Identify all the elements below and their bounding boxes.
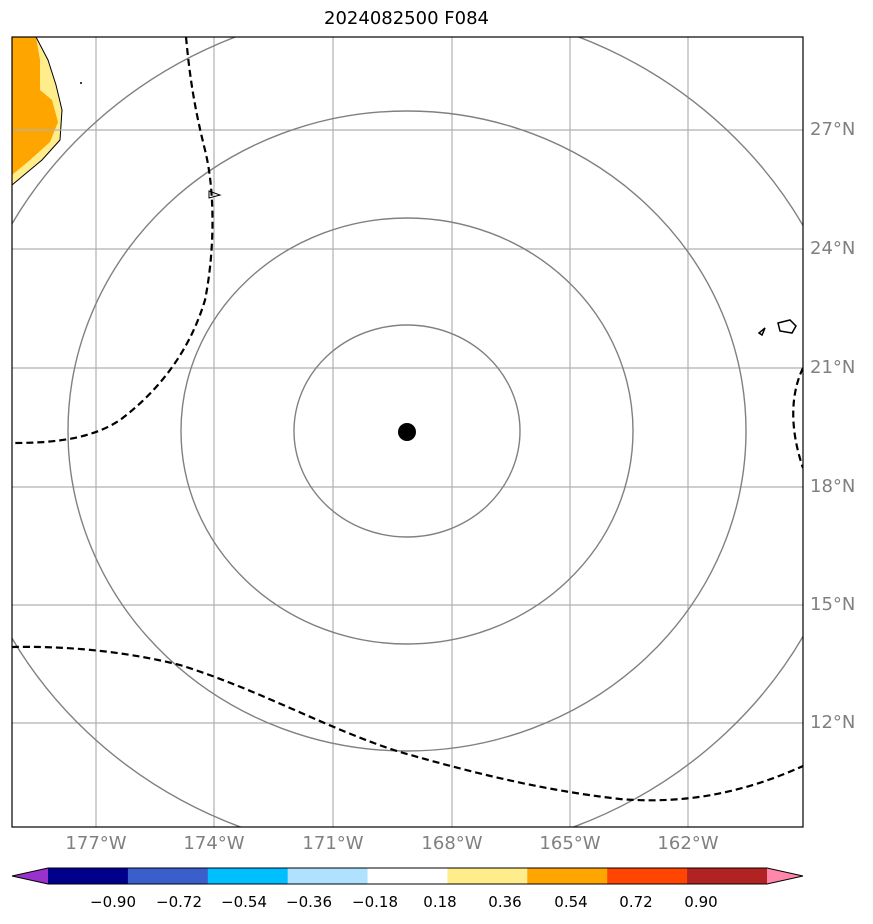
colorbar-segment xyxy=(447,868,528,884)
colorbar-segment xyxy=(527,868,608,884)
colorbar-tick-label: −0.90 xyxy=(90,893,136,911)
lon-label-168w: 168°W xyxy=(421,833,483,854)
colorbar-tick-label: −0.54 xyxy=(221,893,267,911)
islands xyxy=(208,190,797,337)
colorbar-tick-label: −0.72 xyxy=(156,893,202,911)
colorbar-segment xyxy=(367,868,448,884)
colorbar-extend-low xyxy=(12,868,48,884)
colorbar-tick-label: 0.18 xyxy=(423,893,457,911)
colorbar-tick-label: 0.72 xyxy=(619,893,653,911)
storm-center-marker xyxy=(398,423,416,441)
lat-label-21n: 21°N xyxy=(810,357,856,378)
colorbar-tick-label: 0.90 xyxy=(684,893,718,911)
lon-label-171w: 171°W xyxy=(302,833,364,854)
colorbar-tick-label: −0.36 xyxy=(286,893,332,911)
lon-label-162w: 162°W xyxy=(657,833,719,854)
colorbar-tick-label: −0.18 xyxy=(352,893,398,911)
colorbar-segment xyxy=(127,868,209,884)
colorbar xyxy=(11,867,804,885)
dashed-contours xyxy=(12,37,803,802)
colorbar-extend-high xyxy=(767,868,803,884)
lon-label-177w: 177°W xyxy=(65,833,127,854)
lat-label-12n: 12°N xyxy=(810,712,856,733)
colorbar-tick-label: 0.36 xyxy=(488,893,522,911)
shaded-land xyxy=(12,37,82,186)
range-rings xyxy=(12,37,803,827)
lat-label-24n: 24°N xyxy=(810,238,856,259)
lat-label-18n: 18°N xyxy=(810,476,856,497)
lon-label-165w: 165°W xyxy=(539,833,601,854)
colorbar-tick-label: 0.54 xyxy=(554,893,588,911)
map-title: 2024082500 F084 xyxy=(324,8,489,29)
colorbar-segment xyxy=(48,868,129,884)
colorbar-segment xyxy=(607,868,688,884)
lat-label-27n: 27°N xyxy=(810,119,856,140)
colorbar-outline xyxy=(11,867,804,885)
colorbar-segment xyxy=(287,868,369,884)
colorbar-segment xyxy=(207,868,289,884)
map-frame xyxy=(11,36,804,828)
colorbar-segment xyxy=(687,868,768,884)
lon-label-174w: 174°W xyxy=(183,833,245,854)
lat-label-15n: 15°N xyxy=(810,594,856,615)
